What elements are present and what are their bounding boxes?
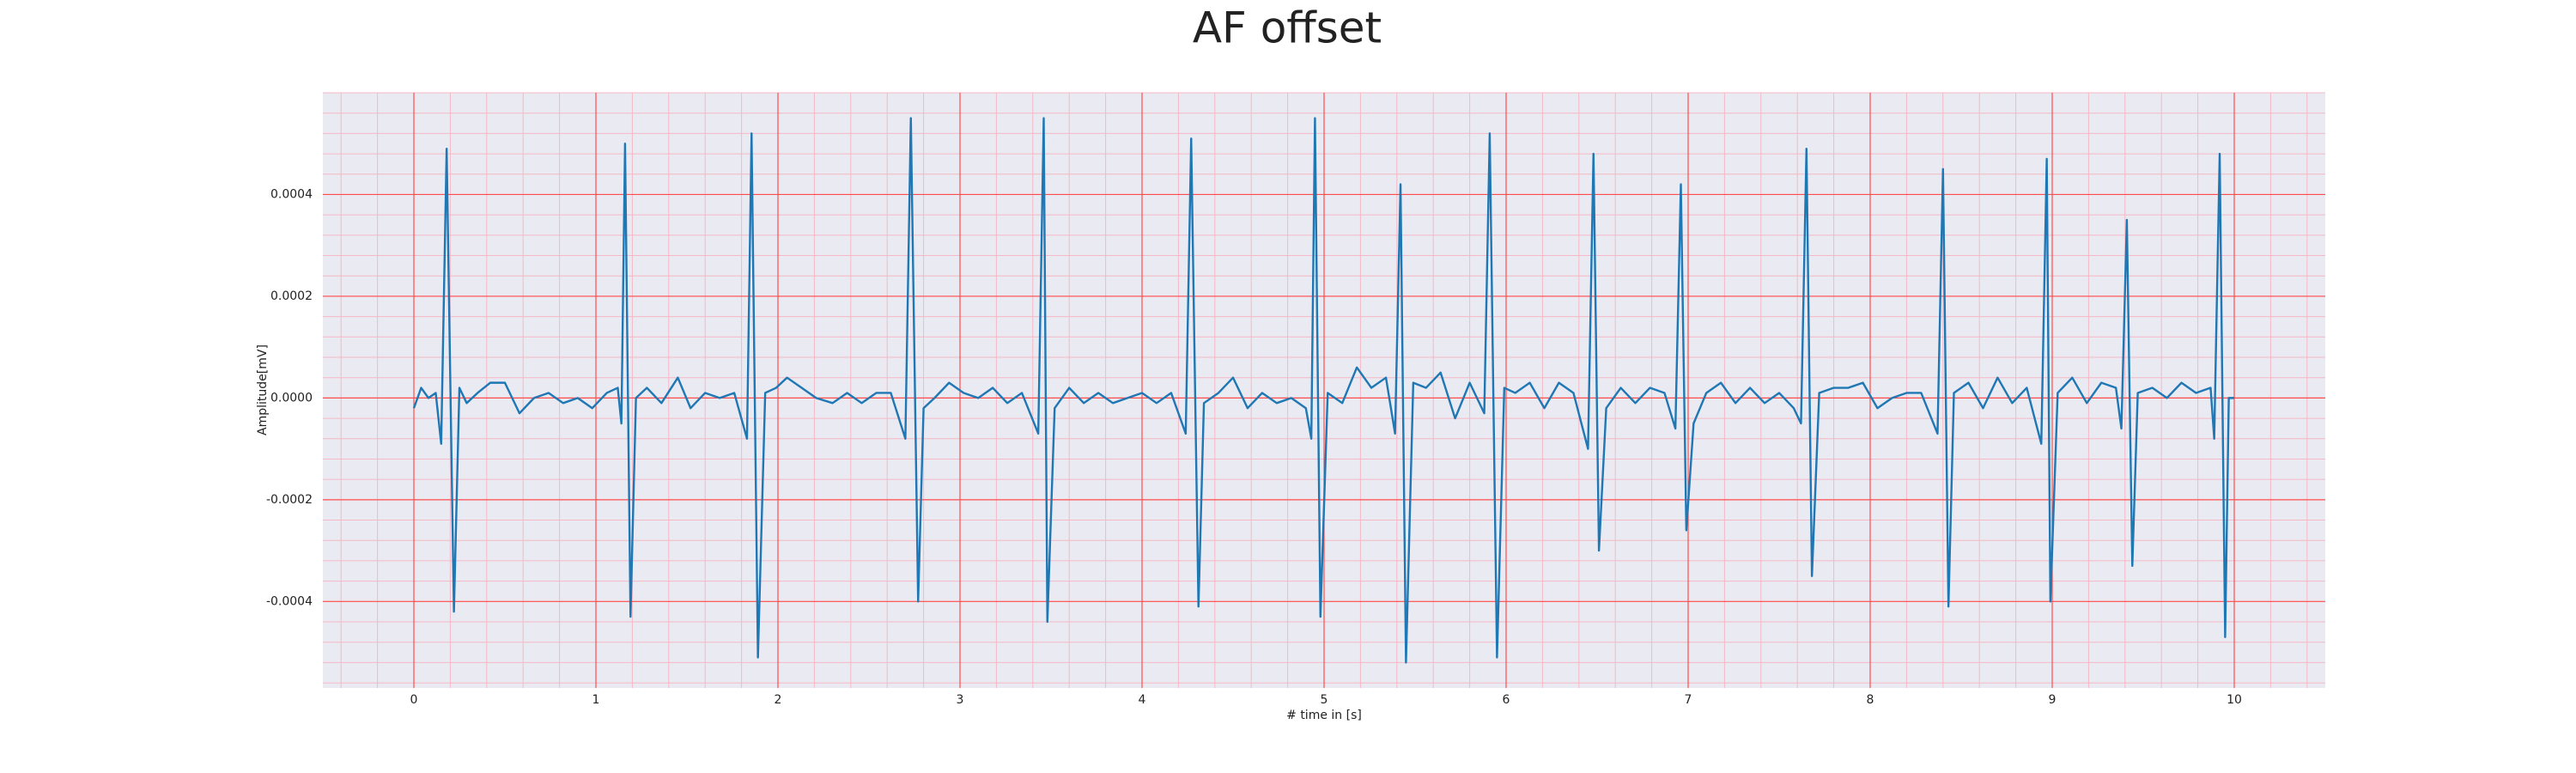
x-tick-label: 10 [2227, 693, 2242, 707]
y-tick-label: -0.0004 [266, 594, 313, 608]
y-tick-label: -0.0002 [266, 493, 313, 507]
y-axis-label: Amplitude[mV] [256, 344, 270, 435]
x-tick-label: 6 [1503, 693, 1510, 707]
chart-title: AF offset [1193, 3, 1382, 53]
x-tick-label: 3 [957, 693, 964, 707]
x-tick-label: 9 [2049, 693, 2057, 707]
x-tick-label: 8 [1867, 693, 1874, 707]
y-tick-label: 0.0004 [270, 187, 313, 201]
x-tick-label: 7 [1685, 693, 1692, 707]
y-tick-label: 0.0000 [270, 391, 313, 405]
x-tick-label: 1 [592, 693, 600, 707]
x-tick-label: 2 [775, 693, 782, 707]
y-tick-label: 0.0002 [270, 289, 313, 303]
signal-line [412, 117, 2234, 664]
x-tick-label: 4 [1139, 693, 1146, 707]
x-axis-label: # time in [s] [1286, 709, 1362, 722]
x-tick-label: 0 [410, 693, 418, 707]
x-tick-label: 5 [1321, 693, 1328, 707]
